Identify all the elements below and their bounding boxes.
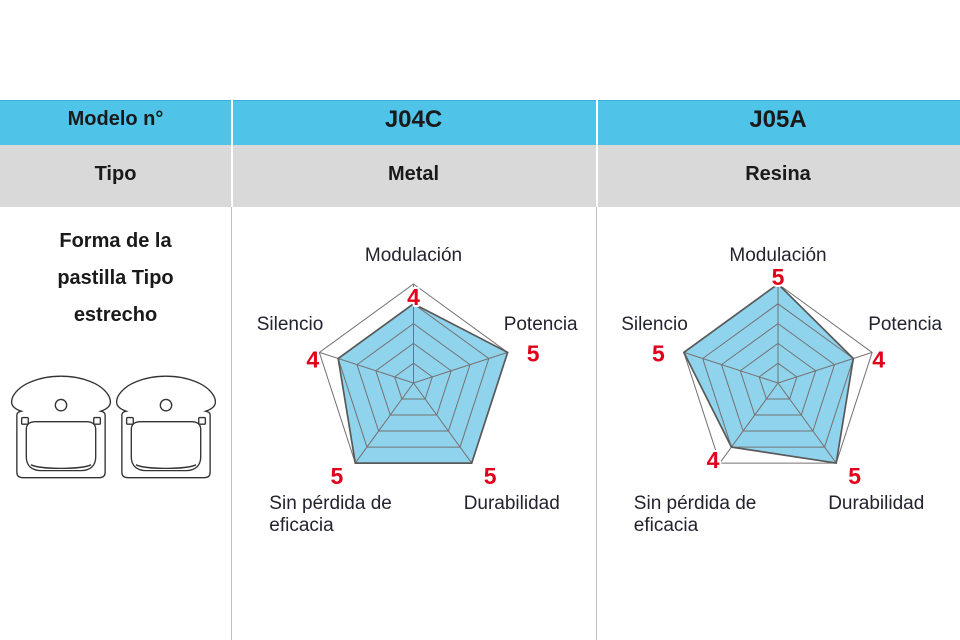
svg-text:5: 5 — [848, 463, 861, 489]
svg-text:5: 5 — [527, 340, 540, 366]
svg-text:4: 4 — [407, 284, 420, 310]
svg-text:4: 4 — [707, 447, 720, 473]
svg-text:4: 4 — [872, 347, 885, 373]
svg-text:5: 5 — [484, 463, 497, 489]
svg-text:5: 5 — [772, 264, 785, 290]
svg-text:4: 4 — [306, 347, 319, 373]
svg-text:5: 5 — [652, 340, 665, 366]
svg-text:5: 5 — [331, 463, 344, 489]
